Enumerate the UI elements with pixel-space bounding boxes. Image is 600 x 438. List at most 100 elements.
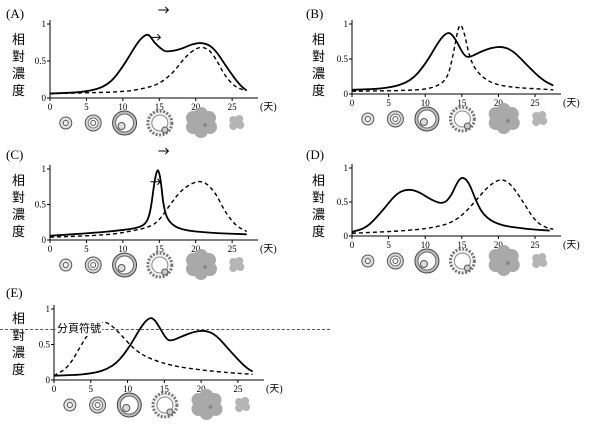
corpus-luteum-icon-lobe: [495, 253, 512, 269]
chart-title: (E): [6, 285, 23, 300]
follicle-ovulation-icon: [448, 105, 476, 133]
follicle-primary-icon-oocyte: [94, 402, 101, 408]
x-tick-label: 20: [494, 240, 504, 250]
corpus-luteum-icon-spot: [505, 261, 510, 265]
page-break-label: 分頁符號: [56, 320, 102, 336]
follicle-ovulation-icon: [448, 247, 476, 275]
x-tick-label: 25: [233, 384, 243, 394]
follicle-antral-icon-oocyte: [122, 404, 131, 412]
follicle-primordial-icon-oocyte: [364, 258, 371, 264]
follicle-antral-icon: [116, 392, 142, 418]
x-axis-unit-label: (天): [260, 244, 277, 255]
x-tick-label: 0: [48, 102, 53, 112]
chart-title: (A): [6, 6, 24, 21]
y-axis-label-char: 度: [312, 224, 325, 239]
y-axis-label-char: 度: [12, 224, 25, 239]
follicle-primordial-icon: [361, 254, 375, 268]
follicle-primary-icon: [386, 110, 404, 128]
y-axis-label-char: 相: [312, 32, 325, 47]
corpus-luteum-icon-lobe: [193, 115, 209, 131]
dashed-series-line: [49, 180, 248, 238]
x-tick-label: 15: [155, 244, 165, 254]
chart-title: (B): [306, 6, 323, 21]
solid-series-line: [49, 33, 248, 95]
x-tick-label: 20: [494, 98, 504, 108]
follicle-ovulation-icon-oocyte: [463, 122, 471, 130]
corpus-luteum-icon: [186, 249, 217, 280]
follicle-ovulation-icon-oocyte: [166, 408, 174, 416]
y-axis-label-char: 濃: [12, 345, 25, 360]
follicle-primary-icon-oocyte: [392, 116, 399, 122]
y-axis-label-char: 濃: [312, 207, 325, 222]
arrow-right-icon: [158, 6, 170, 14]
corpus-albicans-icon: [532, 111, 548, 126]
x-tick-label: 5: [84, 244, 89, 254]
corpus-luteum-icon-spot: [505, 119, 510, 123]
solid-series-line: [53, 317, 254, 377]
follicle-antral-icon: [414, 248, 440, 274]
y-axis-label-char: 對: [12, 190, 25, 205]
x-axis-unit-label: (天): [563, 98, 580, 109]
x-tick-label: 20: [191, 102, 201, 112]
chart-title: (C): [6, 147, 23, 162]
follicle-primordial-icon-oocyte: [364, 116, 371, 122]
y-axis-label-char: 相: [12, 311, 25, 326]
dashed-series-line: [351, 179, 554, 234]
corpus-luteum-icon-lobe: [198, 397, 215, 413]
solid-series-line: [351, 32, 554, 91]
follicle-antral-icon-antrum: [115, 255, 135, 275]
y-axis-label-char: 對: [12, 328, 25, 343]
follicle-primary-icon: [84, 114, 102, 132]
corpus-luteum-icon-lobe: [193, 257, 209, 273]
follicle-primordial-icon-oocyte: [62, 120, 69, 126]
corpus-luteum-icon: [488, 103, 520, 134]
follicle-antral-icon-oocyte: [117, 122, 126, 130]
follicle-antral-icon: [414, 106, 440, 132]
y-axis-label-char: 度: [12, 83, 25, 98]
y-tick-label: 0.5: [35, 56, 47, 66]
y-axis-label-char: 濃: [12, 66, 25, 81]
x-tick-label: 0: [350, 98, 355, 108]
x-tick-label: 10: [118, 244, 128, 254]
y-tick-label: 1: [42, 164, 47, 174]
x-tick-label: 20: [191, 244, 201, 254]
y-axis-label-char: 相: [12, 32, 25, 47]
x-tick-label: 5: [386, 98, 391, 108]
follicle-antral-icon-antrum: [417, 251, 437, 271]
follicle-primary-icon: [386, 252, 404, 270]
follicle-primordial-icon-oocyte: [66, 402, 73, 408]
solid-series-line: [49, 169, 247, 237]
x-axis-unit-label: (天): [266, 384, 283, 395]
y-tick-label: 0.5: [39, 340, 51, 350]
chart-title: (D): [306, 147, 324, 162]
x-tick-label: 15: [457, 240, 467, 250]
x-tick-label: 5: [84, 102, 89, 112]
corpus-luteum-icon-spot: [208, 405, 213, 409]
follicle-antral-icon-antrum: [119, 395, 139, 415]
x-tick-label: 5: [89, 384, 94, 394]
corpus-luteum-icon: [488, 245, 520, 276]
x-tick-label: 25: [531, 240, 541, 250]
y-tick-label: 1: [42, 19, 47, 29]
follicle-antral-icon-oocyte: [117, 264, 126, 272]
x-tick-label: 15: [160, 384, 170, 394]
corpus-luteum-icon: [191, 389, 223, 420]
y-tick-label: 0: [344, 231, 349, 241]
x-tick-label: 0: [52, 384, 57, 394]
y-axis-label-char: 對: [312, 49, 325, 64]
x-tick-label: 20: [197, 384, 207, 394]
x-tick-label: 15: [155, 102, 165, 112]
corpus-luteum-icon-lobe: [495, 111, 512, 127]
solid-series-line: [351, 177, 550, 233]
arrow-right-icon: [158, 147, 170, 155]
corpus-albicans-icon-lobe: [238, 401, 247, 409]
y-tick-label: 0.5: [337, 54, 349, 64]
y-axis-label-char: 相: [312, 173, 325, 188]
y-tick-label: 0: [46, 375, 51, 385]
x-tick-label: 10: [421, 98, 431, 108]
y-tick-label: 1: [344, 19, 349, 29]
x-tick-label: 15: [457, 98, 467, 108]
follicle-ovulation-icon-oocyte: [161, 126, 169, 134]
follicle-primary-icon: [89, 396, 107, 414]
